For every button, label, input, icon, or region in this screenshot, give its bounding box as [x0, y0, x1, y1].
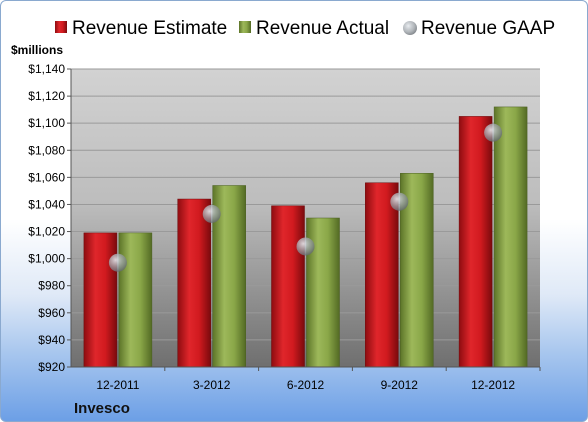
marker-revenue-gaap — [484, 123, 503, 142]
y-tick-label: $1,080 — [28, 143, 65, 157]
legend: Revenue Estimate Revenue Actual Revenue … — [55, 18, 555, 39]
legend-label-revenue-estimate: Revenue Estimate — [72, 18, 227, 39]
marker-revenue-gaap — [202, 204, 221, 223]
y-tick-label: $1,060 — [28, 170, 65, 184]
x-tick-label: 3-2012 — [193, 378, 231, 392]
company-label: Invesco — [74, 400, 130, 417]
legend-swatch-revenue-actual — [239, 21, 251, 33]
x-tick-label: 12-2012 — [471, 378, 515, 392]
marker-revenue-gaap — [108, 253, 127, 272]
y-tick-label: $1,020 — [28, 225, 65, 239]
bar-revenue-estimate — [177, 198, 211, 368]
x-tick-label: 9-2012 — [381, 378, 419, 392]
y-unit-label: $millions — [11, 43, 63, 57]
y-tick-label: $980 — [38, 279, 65, 293]
bars — [83, 106, 528, 368]
y-tick-label: $940 — [38, 333, 65, 347]
y-axis-ticks: $920 $940 $960 $980 $1,000 $1,020 $1,040 $1,060… — [28, 62, 71, 374]
marker-revenue-gaap — [390, 192, 409, 211]
x-tick-label: 12-2011 — [96, 378, 139, 392]
bar-revenue-actual — [493, 106, 528, 368]
y-tick-label: $1,120 — [28, 89, 65, 103]
y-tick-label: $960 — [38, 306, 65, 320]
bar-revenue-estimate — [458, 116, 493, 368]
legend-label-revenue-actual: Revenue Actual — [256, 18, 389, 39]
legend-label-revenue-gaap: Revenue GAAP — [421, 18, 555, 39]
x-axis-ticks: 12-2011 3-2012 6-2012 9-2012 12-2012 — [96, 367, 541, 392]
gaap-markers — [108, 123, 503, 272]
x-tick-label: 6-2012 — [287, 378, 325, 392]
bar-revenue-estimate — [83, 232, 118, 368]
bar-revenue-estimate — [271, 205, 305, 368]
legend-swatch-revenue-gaap — [403, 21, 417, 35]
bar-revenue-actual — [118, 232, 153, 368]
y-tick-label: $1,140 — [28, 62, 65, 76]
y-tick-label: $1,100 — [28, 116, 65, 130]
y-tick-label: $1,000 — [28, 252, 65, 266]
y-tick-label: $1,040 — [28, 197, 65, 211]
y-tick-label: $920 — [38, 360, 65, 374]
marker-revenue-gaap — [296, 237, 315, 256]
legend-swatch-revenue-estimate — [55, 21, 67, 33]
bar-revenue-estimate — [365, 182, 399, 368]
